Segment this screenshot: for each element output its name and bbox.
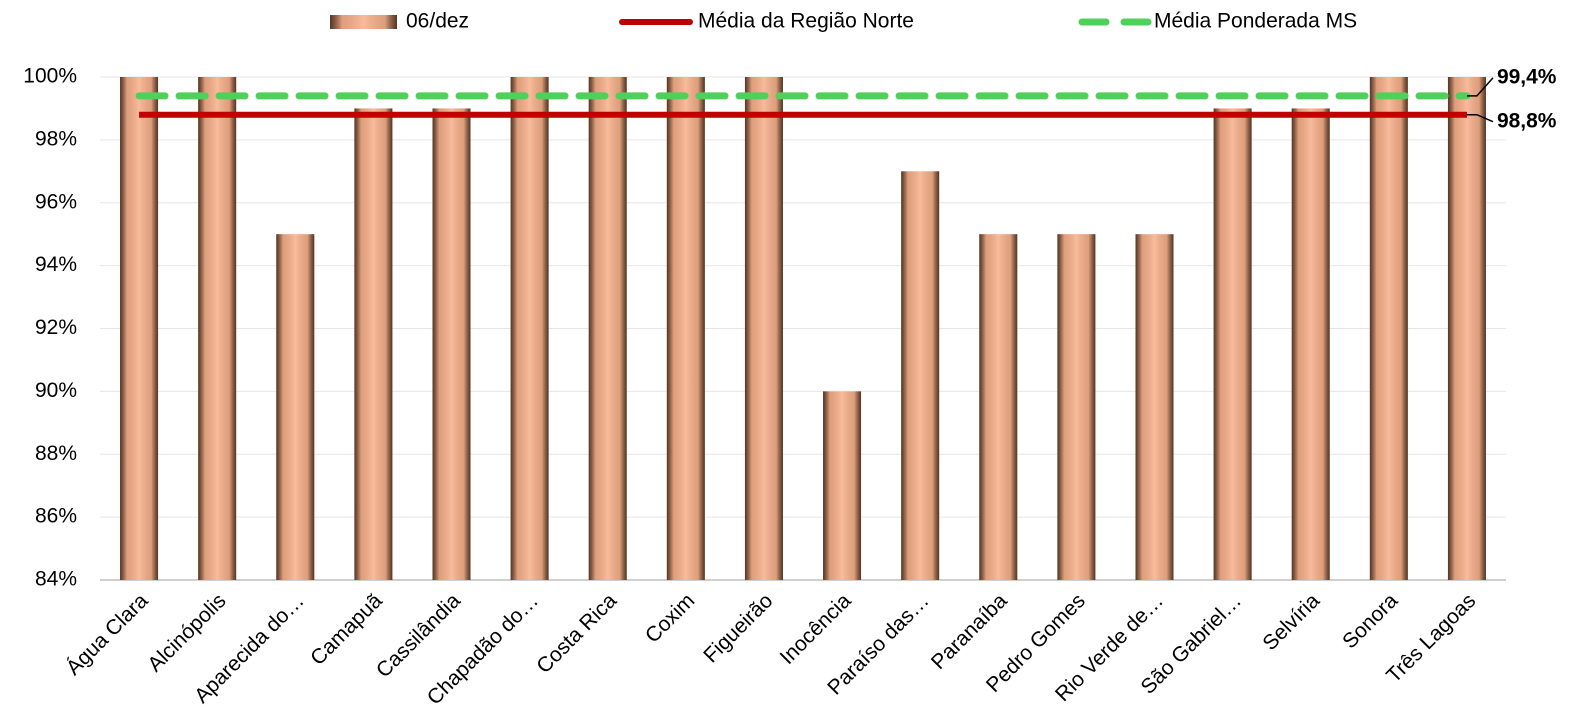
leader-line bbox=[1466, 77, 1494, 97]
x-tick-label: Selvíria bbox=[1258, 589, 1324, 655]
x-tick-label: Camapuã bbox=[306, 589, 387, 670]
bar bbox=[901, 171, 940, 580]
bar bbox=[1135, 234, 1174, 580]
bar bbox=[744, 77, 783, 580]
y-tick-label: 84% bbox=[35, 568, 77, 591]
y-tick-label: 96% bbox=[35, 190, 77, 213]
bar bbox=[588, 77, 627, 580]
x-tick-label: Paranaíba bbox=[927, 589, 1012, 674]
bar bbox=[1291, 108, 1330, 580]
y-tick-label: 94% bbox=[35, 253, 77, 276]
bar bbox=[276, 234, 315, 580]
bar bbox=[1057, 234, 1096, 580]
y-tick-label: 100% bbox=[23, 65, 77, 88]
value-label: 98,8% bbox=[1497, 109, 1557, 132]
bar bbox=[120, 77, 159, 580]
y-tick-label: 92% bbox=[35, 316, 77, 339]
bar bbox=[198, 77, 237, 580]
bar bbox=[510, 77, 549, 580]
y-tick-label: 88% bbox=[35, 442, 77, 465]
bar bbox=[1213, 108, 1252, 580]
y-tick-label: 86% bbox=[35, 505, 77, 528]
x-tick-label: Figueirão bbox=[699, 589, 777, 667]
legend-label: Média da Região Norte bbox=[698, 10, 914, 33]
legend-label: Média Ponderada MS bbox=[1154, 10, 1357, 33]
x-tick-label: Coxim bbox=[641, 589, 699, 647]
y-tick-label: 90% bbox=[35, 379, 77, 402]
y-tick-label: 98% bbox=[35, 127, 77, 150]
x-tick-label: Água Clara bbox=[62, 589, 153, 680]
legend-label: 06/dez bbox=[406, 10, 469, 33]
value-label: 99,4% bbox=[1497, 65, 1557, 88]
x-tick-label: Costa Rica bbox=[532, 589, 621, 678]
leader-line bbox=[1466, 113, 1494, 123]
bar bbox=[979, 234, 1018, 580]
bar bbox=[432, 108, 471, 580]
x-tick-label: Sonora bbox=[1338, 589, 1402, 653]
bar bbox=[354, 108, 393, 580]
legend-swatch-shade bbox=[330, 15, 397, 29]
x-tick-label: Inocência bbox=[776, 589, 856, 669]
bar bbox=[823, 391, 862, 580]
bar bbox=[666, 77, 705, 580]
bar bbox=[1447, 77, 1486, 580]
bar bbox=[1369, 77, 1408, 580]
